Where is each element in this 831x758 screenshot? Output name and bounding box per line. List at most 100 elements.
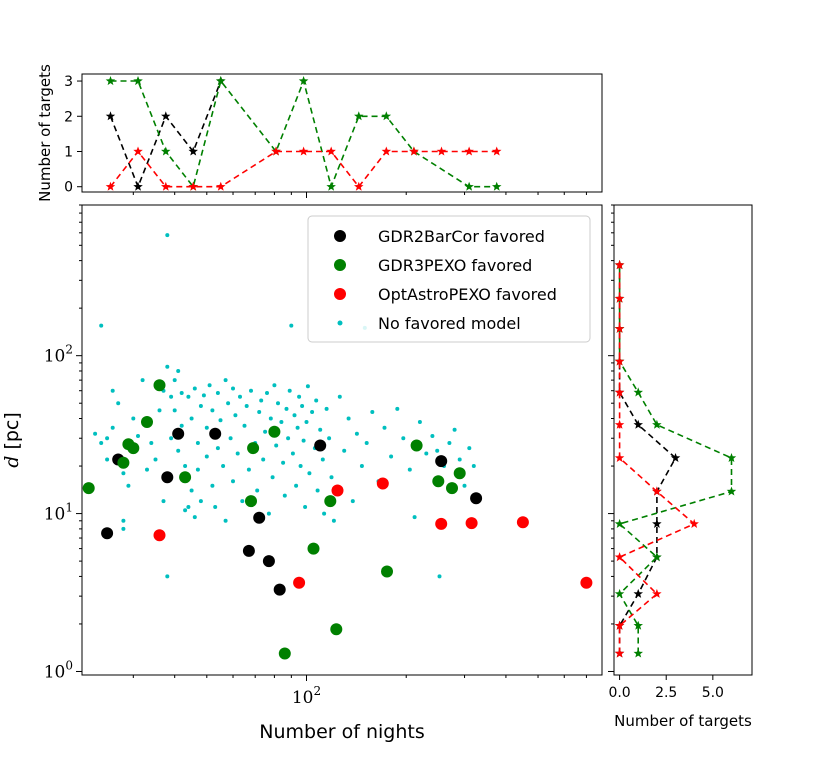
scatter-point-no-favored (223, 378, 228, 383)
top-y-tick-label: 3 (64, 74, 73, 90)
right-series-point (652, 588, 662, 598)
right-series-point (689, 518, 699, 528)
right-series-point (614, 419, 625, 429)
scatter-point-no-favored (354, 431, 359, 436)
scatter-point-optastropexo (376, 477, 389, 490)
scatter-point-no-favored (324, 406, 329, 411)
top-series-point (409, 146, 419, 156)
scatter-point-no-favored (282, 493, 287, 498)
right-series-point (614, 620, 625, 630)
scatter-point-no-favored (266, 511, 271, 516)
scatter-point-optastropexo (580, 576, 593, 589)
scatter-point-no-favored (297, 394, 302, 399)
legend-marker (334, 288, 346, 300)
top-y-tick-label: 0 (64, 180, 73, 196)
top-series-point (161, 181, 171, 191)
right-series-point (614, 260, 625, 270)
scatter-point-optastropexo (153, 529, 166, 542)
scatter-point-no-favored (284, 406, 289, 411)
scatter-point-no-favored (176, 448, 181, 453)
scatter-point-no-favored (322, 511, 327, 516)
scatter-point-gdr3pexo (453, 467, 466, 480)
scatter-point-no-favored (240, 499, 245, 504)
scatter-point-no-favored (192, 515, 197, 520)
top-series-point (188, 181, 198, 191)
scatter-point-no-favored (286, 436, 291, 441)
scatter-point-no-favored (261, 457, 266, 462)
top-series-point (464, 181, 474, 191)
scatter-point-no-favored (165, 233, 170, 238)
scatter-point-gdr3pexo (381, 565, 393, 578)
scatter-point-no-favored (210, 483, 215, 488)
scatter-point-no-favored (231, 386, 235, 391)
scatter-point-no-favored (105, 457, 110, 462)
scatter-point-no-favored (235, 451, 240, 456)
scatter-point-no-favored (179, 391, 184, 395)
scatter-point-gdr3pexo (446, 482, 458, 495)
scatter-point-no-favored (320, 457, 325, 462)
right-series-point (633, 387, 643, 397)
scatter-point-no-favored (471, 464, 476, 468)
scatter-point-no-favored (272, 383, 277, 388)
scatter-point-gdr3pexo (117, 456, 130, 469)
scatter-point-no-favored (401, 436, 406, 441)
scatter-point-no-favored (140, 378, 145, 383)
scatter-point-no-favored (161, 499, 166, 504)
scatter-point-no-favored (165, 574, 170, 579)
scatter-point-no-favored (295, 425, 300, 430)
right-series-point (633, 419, 643, 429)
scatter-point-no-favored (467, 446, 472, 451)
scatter-point-gdr2barcor (172, 427, 185, 440)
scatter-point-no-favored (259, 398, 264, 403)
right-series-point (652, 486, 662, 496)
scatter-point-no-favored (364, 441, 369, 445)
main-ylabel: d [pc] (1, 412, 23, 468)
scatter-point-gdr3pexo (432, 475, 445, 488)
scatter-point-no-favored (183, 464, 188, 468)
scatter-point-no-favored (149, 441, 154, 445)
scatter-point-no-favored (389, 454, 394, 459)
scatter-point-no-favored (457, 457, 462, 462)
main-x-tick-label: 102 (292, 684, 321, 708)
top-series-point (381, 111, 392, 121)
scatter-point-optastropexo (516, 516, 529, 529)
scatter-point-no-favored (305, 384, 310, 389)
scatter-point-no-favored (207, 383, 212, 388)
scatter-point-gdr3pexo (268, 425, 281, 438)
scatter-point-gdr3pexo (141, 416, 153, 428)
scatter-point-no-favored (110, 425, 115, 430)
legend-label: No favored model (378, 314, 521, 333)
scatter-point-gdr2barcor (273, 583, 286, 596)
scatter-point-gdr2barcor (253, 511, 266, 524)
scatter-point-no-favored (145, 467, 149, 472)
scatter-point-no-favored (157, 408, 162, 413)
scatter-point-gdr3pexo (127, 442, 140, 455)
scatter-point-optastropexo (331, 484, 344, 497)
scatter-point-no-favored (304, 420, 309, 424)
scatter-point-gdr3pexo (179, 471, 192, 484)
scatter-point-no-favored (195, 467, 200, 472)
scatter-point-optastropexo (293, 576, 306, 589)
scatter-point-gdr2barcor (209, 427, 222, 440)
scatter-point-no-favored (294, 483, 299, 488)
scatter-point-no-favored (301, 438, 306, 443)
top-series-point (216, 181, 226, 191)
right-x-tick-label: 0.0 (608, 685, 630, 701)
right-series-point (614, 323, 625, 333)
scatter-point-no-favored (447, 441, 452, 445)
legend-label: GDR2BarCor favored (378, 227, 545, 246)
scatter-point-no-favored (215, 446, 220, 451)
top-series-point (354, 111, 364, 121)
top-series-point (326, 181, 336, 191)
scatter-point-no-favored (192, 386, 197, 391)
scatter-point-no-favored (213, 505, 218, 509)
scatter-point-gdr3pexo (324, 495, 337, 508)
scatter-point-no-favored (462, 483, 467, 488)
top-panel: 0 1 2 3 Number of targets (36, 64, 603, 202)
top-series-point (105, 111, 116, 121)
scatter-point-no-favored (417, 420, 422, 424)
scatter-point-no-favored (359, 464, 364, 468)
right-series-point (652, 419, 662, 429)
scatter-point-no-favored (287, 388, 292, 393)
top-series-line (110, 78, 497, 190)
